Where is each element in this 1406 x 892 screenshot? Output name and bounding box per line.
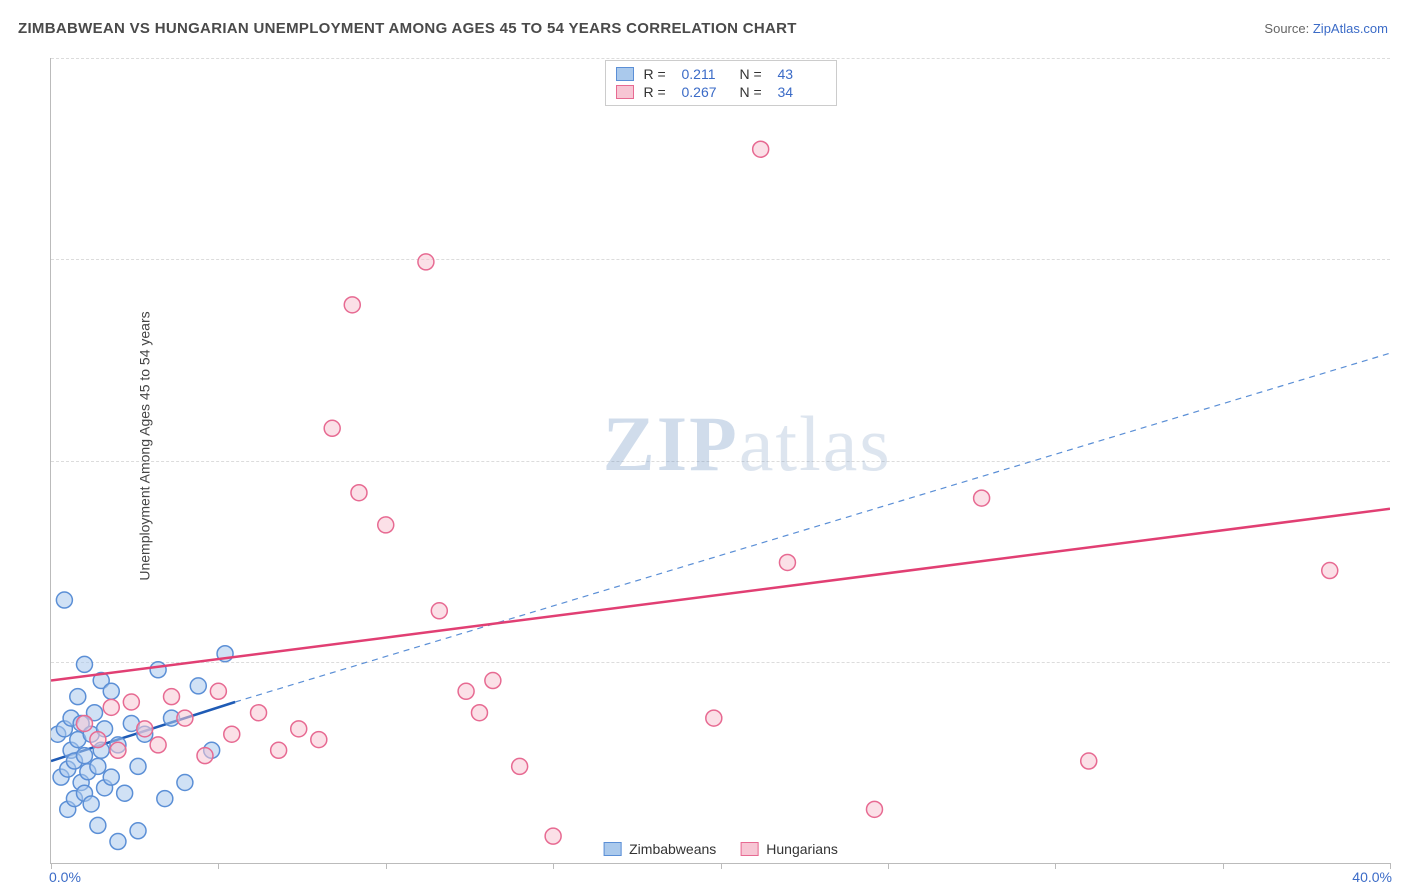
- r-value-zimbabweans: 0.211: [682, 66, 730, 82]
- x-axis-max-label: 40.0%: [1352, 869, 1392, 885]
- n-value-zimbabweans: 43: [778, 66, 826, 82]
- x-tick: [51, 863, 52, 869]
- x-tick: [1223, 863, 1224, 869]
- chart-plot-area: ZIPatlas R = 0.211 N = 43 R = 0.267 N = …: [50, 58, 1390, 864]
- r-label: R =: [644, 66, 672, 82]
- x-tick: [1390, 863, 1391, 869]
- x-tick: [721, 863, 722, 869]
- n-value-hungarians: 34: [778, 84, 826, 100]
- legend-label-hungarians: Hungarians: [766, 841, 838, 857]
- legend-label-zimbabweans: Zimbabweans: [629, 841, 716, 857]
- chart-header: ZIMBABWEAN VS HUNGARIAN UNEMPLOYMENT AMO…: [18, 20, 1388, 37]
- x-tick: [218, 863, 219, 869]
- r-value-hungarians: 0.267: [682, 84, 730, 100]
- x-tick: [386, 863, 387, 869]
- source-link[interactable]: ZipAtlas.com: [1313, 21, 1388, 36]
- x-tick: [553, 863, 554, 869]
- swatch-zimbabweans-icon: [603, 842, 621, 856]
- swatch-hungarians-icon: [740, 842, 758, 856]
- series-legend: Zimbabweans Hungarians: [603, 841, 838, 857]
- source-attribution: Source: ZipAtlas.com: [1264, 21, 1388, 36]
- chart-title: ZIMBABWEAN VS HUNGARIAN UNEMPLOYMENT AMO…: [18, 20, 797, 37]
- correlation-row-hungarians: R = 0.267 N = 34: [616, 83, 826, 101]
- x-tick: [888, 863, 889, 869]
- correlation-legend: R = 0.211 N = 43 R = 0.267 N = 34: [605, 60, 837, 106]
- source-label: Source:: [1264, 21, 1309, 36]
- correlation-row-zimbabweans: R = 0.211 N = 43: [616, 65, 826, 83]
- scatter-plot-svg: [51, 58, 1390, 863]
- n-label: N =: [740, 66, 768, 82]
- x-axis-min-label: 0.0%: [49, 869, 81, 885]
- legend-item-hungarians: Hungarians: [740, 841, 838, 857]
- legend-item-zimbabweans: Zimbabweans: [603, 841, 716, 857]
- r-label: R =: [644, 84, 672, 100]
- swatch-zimbabweans-icon: [616, 67, 634, 81]
- swatch-hungarians-icon: [616, 85, 634, 99]
- x-tick: [1055, 863, 1056, 869]
- n-label: N =: [740, 84, 768, 100]
